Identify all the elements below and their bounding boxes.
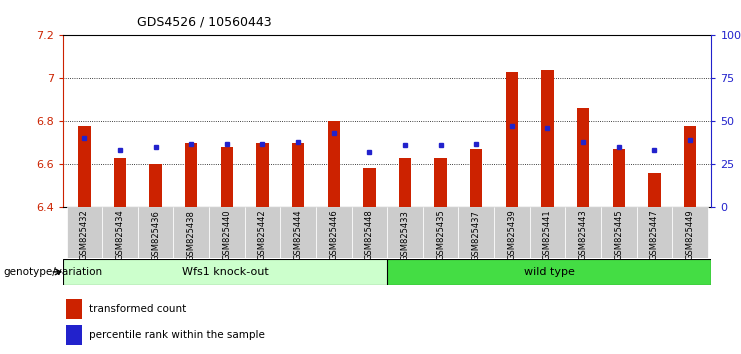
Bar (613, 149, 625, 207)
Bar (114, 158, 126, 207)
Text: GSM825440: GSM825440 (222, 210, 231, 260)
Bar (648, 173, 660, 207)
Bar (459, 207, 494, 258)
Bar (470, 149, 482, 207)
Bar (494, 207, 530, 258)
Bar (221, 147, 233, 207)
Bar (316, 207, 351, 258)
Bar (292, 143, 305, 207)
Text: GSM825444: GSM825444 (293, 210, 302, 260)
Text: GDS4526 / 10560443: GDS4526 / 10560443 (137, 16, 272, 29)
Text: GSM825433: GSM825433 (400, 210, 410, 261)
Text: GSM825448: GSM825448 (365, 210, 374, 261)
Bar (434, 158, 447, 207)
Bar (173, 207, 209, 258)
Text: GSM825435: GSM825435 (436, 210, 445, 261)
Bar (601, 207, 637, 258)
Bar (328, 121, 340, 207)
Text: GSM825439: GSM825439 (508, 210, 516, 261)
Bar (66, 299, 82, 319)
Bar (78, 126, 90, 207)
Text: GSM825441: GSM825441 (543, 210, 552, 260)
Bar (185, 143, 197, 207)
Bar (67, 207, 102, 258)
Bar (505, 72, 518, 207)
Text: GSM825432: GSM825432 (80, 210, 89, 261)
Bar (637, 207, 672, 258)
Text: GSM825436: GSM825436 (151, 210, 160, 261)
Bar (63, 259, 387, 285)
Bar (577, 108, 589, 207)
Text: wild type: wild type (524, 267, 575, 277)
Text: GSM825445: GSM825445 (614, 210, 623, 260)
Bar (66, 325, 82, 345)
Text: GSM825446: GSM825446 (329, 210, 338, 261)
Bar (245, 207, 280, 258)
Text: GSM825442: GSM825442 (258, 210, 267, 260)
Text: transformed count: transformed count (89, 304, 186, 314)
Text: GSM825449: GSM825449 (685, 210, 694, 260)
Bar (256, 143, 269, 207)
Bar (351, 207, 387, 258)
Text: percentile rank within the sample: percentile rank within the sample (89, 330, 265, 340)
Bar (672, 207, 708, 258)
Bar (423, 207, 459, 258)
Bar (530, 207, 565, 258)
Text: GSM825443: GSM825443 (579, 210, 588, 261)
Text: Wfs1 knock-out: Wfs1 knock-out (182, 267, 268, 277)
Bar (138, 207, 173, 258)
Text: GSM825438: GSM825438 (187, 210, 196, 261)
Bar (541, 70, 554, 207)
Bar (399, 158, 411, 207)
Text: GSM825447: GSM825447 (650, 210, 659, 261)
Bar (387, 207, 423, 258)
Bar (684, 126, 697, 207)
Bar (280, 207, 316, 258)
Text: GSM825437: GSM825437 (472, 210, 481, 261)
Bar (363, 169, 376, 207)
Text: GSM825434: GSM825434 (116, 210, 124, 261)
Text: genotype/variation: genotype/variation (4, 267, 103, 277)
Bar (387, 259, 711, 285)
Bar (565, 207, 601, 258)
Bar (209, 207, 245, 258)
Bar (102, 207, 138, 258)
Bar (150, 164, 162, 207)
